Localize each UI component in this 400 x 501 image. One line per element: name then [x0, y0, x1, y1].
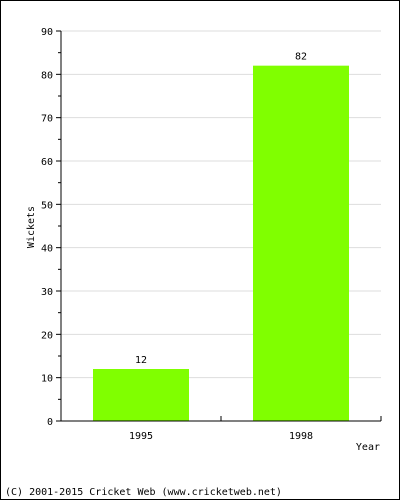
copyright-footer: (C) 2001-2015 Cricket Web (www.cricketwe… — [5, 487, 282, 498]
y-tick-label: 30 — [41, 287, 53, 298]
data-label: 12 — [135, 355, 147, 366]
y-tick-label: 50 — [41, 200, 53, 211]
y-tick-label: 10 — [41, 374, 53, 385]
y-tick-label: 90 — [41, 27, 53, 38]
data-labels: 12 82 — [135, 52, 307, 366]
y-tick-label: 20 — [41, 330, 53, 341]
y-tick-label: 40 — [41, 244, 53, 255]
y-tick-label: 80 — [41, 70, 53, 81]
x-tick-label: 1998 — [289, 431, 313, 442]
data-label: 82 — [295, 52, 307, 63]
y-tick-label: 0 — [47, 417, 53, 428]
bar — [253, 65, 349, 422]
y-tick-label: 70 — [41, 114, 53, 125]
bar — [93, 369, 189, 421]
x-tick-label: 1995 — [129, 431, 153, 442]
y-tick-label: 60 — [41, 157, 53, 168]
bars — [93, 65, 349, 422]
gridlines — [61, 30, 381, 379]
y-axis-title: Wickets — [26, 206, 37, 248]
y-ticks: 0 10 20 30 40 50 60 70 80 90 — [41, 27, 61, 428]
x-ticks: 1995 1998 — [60, 416, 382, 442]
x-axis-title: Year — [356, 442, 380, 453]
